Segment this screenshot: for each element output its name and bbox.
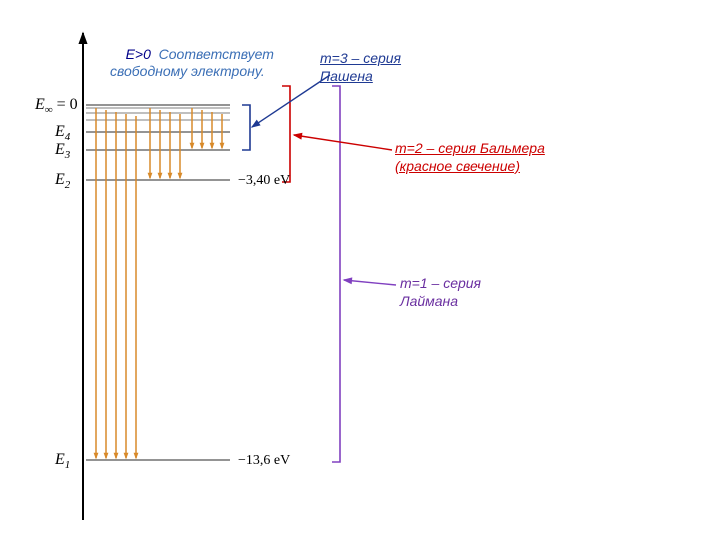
- level-label-4: E4: [55, 122, 70, 145]
- label-balmer: m=2 – серия Бальмера (красное свечение): [395, 140, 545, 175]
- level-label-∞: E∞ = 0: [35, 95, 78, 118]
- level-label-1: E1: [55, 450, 70, 473]
- label-paschen: m=3 – серия Пашена: [320, 50, 401, 85]
- level-label-2: E2: [55, 170, 70, 193]
- level-energy-2: −3,40 eV: [238, 172, 290, 190]
- diagram-stage: Е>0 Соответствует свободному электрону. …: [0, 0, 720, 540]
- top-caption-e: Е>0: [126, 46, 151, 62]
- level-energy-1: −13,6 eV: [238, 452, 290, 470]
- top-caption: Е>0 Соответствует свободному электрону.: [110, 28, 274, 98]
- label-lyman: m=1 – серия Лаймана: [400, 275, 481, 310]
